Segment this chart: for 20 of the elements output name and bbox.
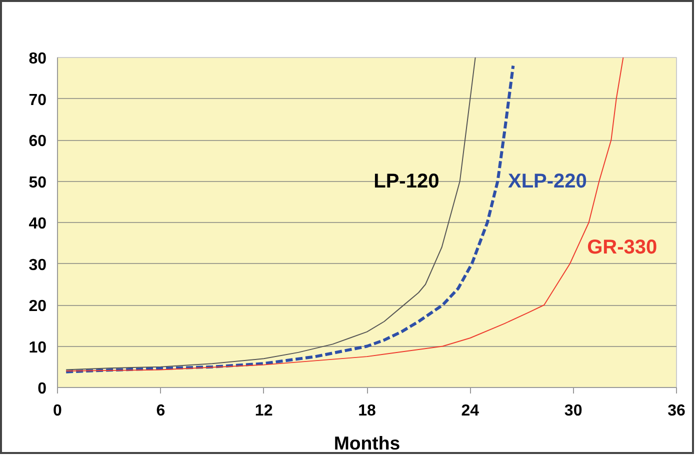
y-tick-label: 80 (28, 50, 47, 68)
x-tick-label: 6 (156, 402, 166, 420)
y-tick-label: 60 (28, 133, 47, 150)
x-tick-label: 12 (254, 402, 273, 420)
x-tick-label: 0 (53, 402, 62, 420)
x-axis-title: Months (334, 432, 400, 454)
y-tick-label: 70 (28, 92, 47, 109)
x-tick-label: 18 (358, 402, 376, 420)
y-tick-label: 20 (28, 298, 47, 315)
y-tick-label: 10 (28, 339, 47, 356)
y-tick-label: 0 (38, 380, 47, 398)
x-tick-label: 36 (668, 402, 686, 420)
y-tick-label: 50 (28, 174, 47, 192)
series-label: XLP-220 (508, 170, 587, 192)
x-tick-label: 30 (564, 402, 582, 420)
y-tick-label: 40 (28, 216, 47, 232)
series-label: GR-330 (587, 236, 658, 258)
y-tick-label: 30 (28, 256, 47, 274)
series-label: LP-120 (374, 170, 440, 192)
x-tick-label: 24 (461, 402, 480, 420)
